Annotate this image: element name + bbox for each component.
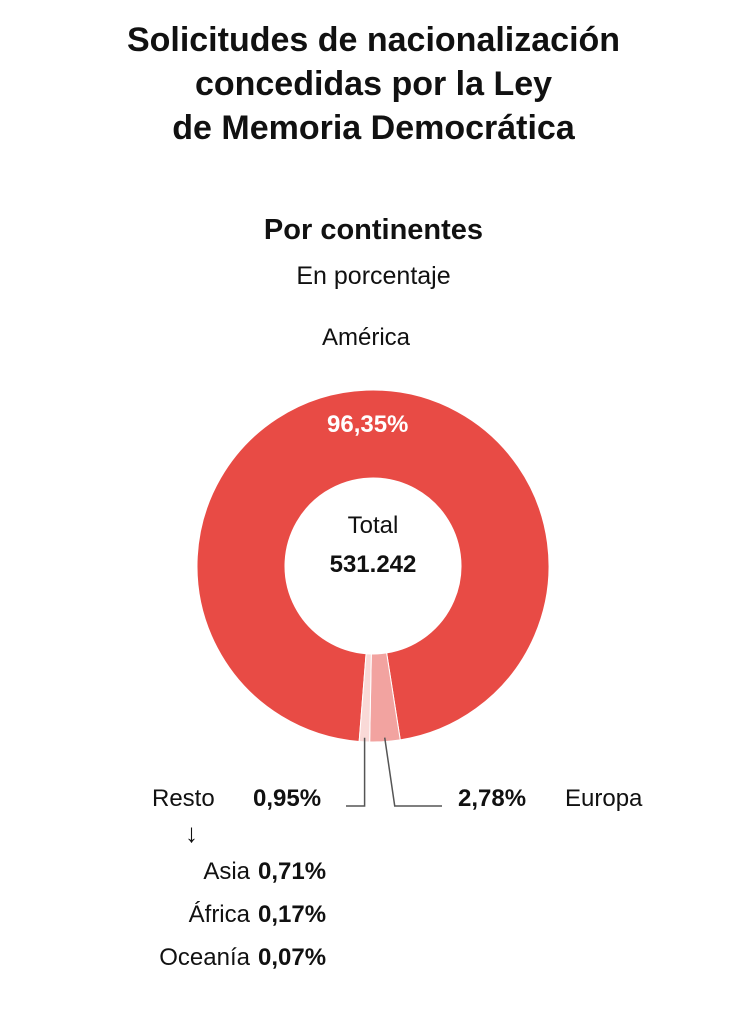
chart-title-line-3: de Memoria Democrática (172, 109, 575, 147)
resto-name-asia: Asia (203, 858, 250, 885)
resto-row-oceania: Oceanía 0,07% (100, 944, 340, 987)
chart-title-line-1: Solicitudes de nacionalización (126, 21, 621, 59)
resto-leader-line (346, 737, 366, 807)
center-total-label: Total (347, 512, 399, 539)
slice-value-europa: 2,78% (458, 785, 527, 812)
donut-slices (196, 389, 550, 743)
chart-subtitle: Por continentes (263, 214, 484, 246)
slice-name-resto: Resto (152, 785, 215, 812)
chart-title: Solicitudes de nacionalización concedida… (0, 18, 747, 150)
resto-breakdown-list: Asia 0,71% África 0,17% Oceanía 0,07% (100, 858, 340, 987)
resto-row-asia: Asia 0,71% (100, 858, 340, 901)
resto-value-oceania: 0,07% (258, 944, 327, 971)
slice-resto (358, 653, 372, 743)
resto-name-africa: África (188, 901, 250, 928)
resto-value-africa: 0,17% (258, 901, 327, 928)
slice-name-america: América (322, 324, 411, 351)
slice-america (196, 389, 550, 742)
resto-value-asia: 0,71% (258, 858, 327, 885)
resto-row-africa: África 0,17% (100, 901, 340, 944)
slice-name-europa: Europa (565, 785, 643, 812)
resto-arrow-icon: ↓ (185, 818, 198, 848)
europa-leader-line (383, 737, 442, 807)
slice-value-america: 96,35% (327, 411, 409, 438)
chart-title-line-2: concedidas por la Ley (194, 65, 553, 103)
center-total-value: 531.242 (329, 551, 417, 578)
resto-name-oceania: Oceanía (159, 944, 250, 971)
slice-value-resto: 0,95% (253, 785, 322, 812)
unit-label: En porcentaje (296, 262, 451, 290)
